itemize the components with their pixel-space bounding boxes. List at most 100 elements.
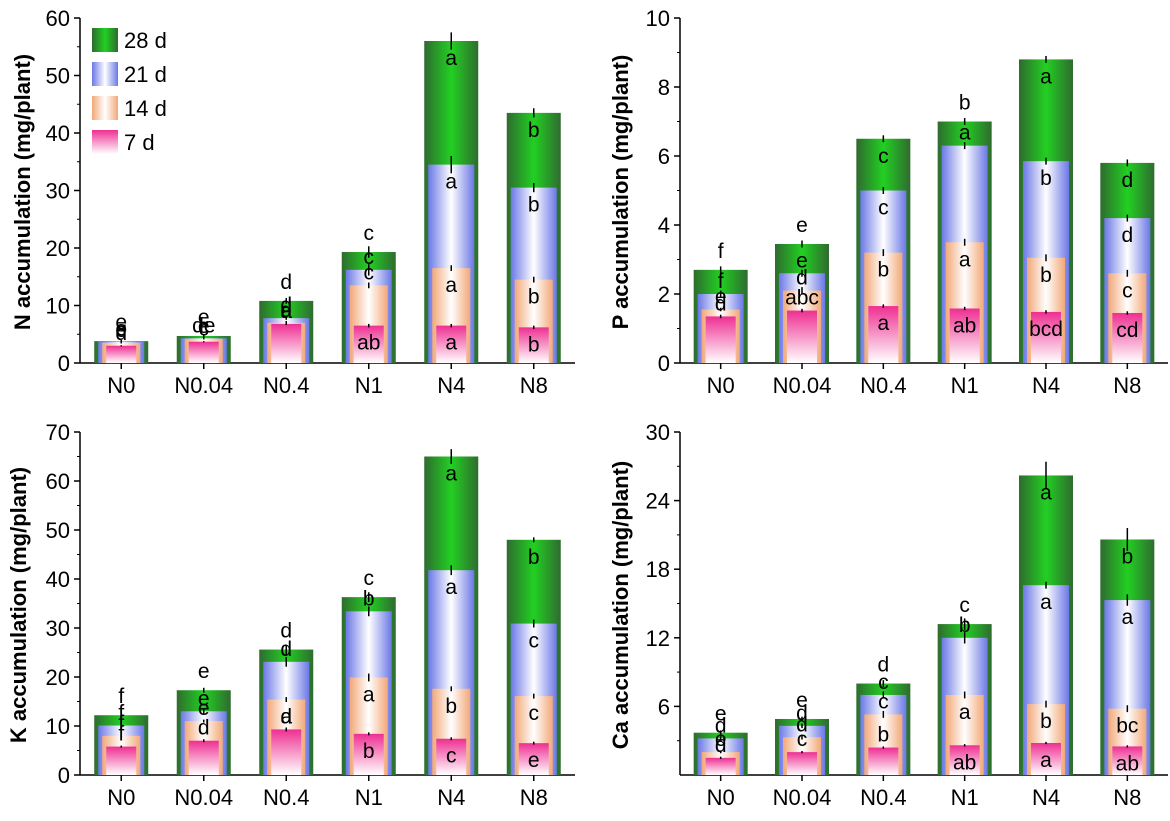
x-tick-label-n1: N1	[951, 373, 979, 398]
x-tick-label-n1: N1	[355, 785, 383, 810]
bar-d7-n0	[106, 345, 137, 363]
significance-letter-d14: b	[1040, 264, 1052, 287]
significance-letter-d21: b	[1040, 167, 1052, 190]
significance-letter-d28: a	[1040, 481, 1052, 504]
bar-d7-n0-04	[787, 310, 817, 363]
x-tick-label-n8: N8	[1113, 373, 1141, 398]
y-tick-label: 2	[658, 282, 670, 307]
significance-letter-d7: ab	[357, 332, 380, 355]
y-tick-label: 50	[46, 518, 70, 543]
significance-letter-d7: c	[199, 318, 210, 341]
y-tick-label: 40	[46, 567, 70, 592]
significance-letter-d7: b	[363, 740, 375, 763]
x-tick-label-n0-4: N0.4	[860, 785, 906, 810]
legend-swatch-28d	[92, 28, 118, 52]
significance-letter-d7: a	[280, 300, 292, 323]
significance-letter-d21: e	[198, 687, 210, 710]
significance-letter-d7: ab	[1116, 752, 1139, 775]
x-tick-label-n0-04: N0.04	[174, 785, 233, 810]
bar-d7-n0-4	[868, 306, 899, 363]
significance-letter-d21: b	[528, 194, 540, 217]
y-tick-label: 60	[46, 469, 70, 494]
x-tick-label-n0: N0	[707, 373, 735, 398]
significance-letter-d21: c	[878, 197, 889, 220]
bar-d7-n8	[518, 743, 549, 775]
significance-letter-d21: c	[529, 630, 540, 653]
significance-letter-d21: d	[715, 714, 727, 737]
bar-d7-n4	[1031, 311, 1061, 363]
panel-ca-accumulation: Ca accumulation (mg/plant) 6 12 18 24 30 N0 N0…	[608, 420, 1168, 810]
significance-letter-d28: b	[1121, 545, 1133, 568]
significance-letter-d28: e	[796, 214, 808, 237]
significance-letter-d28: e	[198, 306, 210, 329]
bar-d7-n1	[353, 325, 384, 363]
significance-letter-d7: ab	[953, 751, 976, 774]
significance-letter-d7: f	[118, 723, 124, 746]
ylabel-p: P accumulation (mg/plant)	[608, 55, 633, 330]
y-tick-label: 30	[646, 420, 670, 445]
significance-letter-d14: e	[198, 697, 210, 720]
significance-letter-d7: e	[528, 749, 540, 772]
significance-letter-d14: d	[796, 713, 808, 736]
y-tick-label: 40	[46, 121, 70, 146]
significance-letter-d14: c	[878, 690, 889, 713]
bar-d7-n1	[353, 733, 384, 775]
bar-d7-n8	[1112, 746, 1143, 775]
y-tick-label: 20	[46, 665, 70, 690]
significance-letter-d21: e	[115, 318, 127, 341]
significance-letter-d28: d	[280, 620, 292, 643]
y-tick-label: 6	[658, 144, 670, 169]
significance-letter-d7: d	[715, 734, 727, 757]
y-tick-label: 0	[58, 763, 70, 788]
x-tick-label-n1: N1	[355, 373, 383, 398]
x-tick-label-n8: N8	[520, 785, 548, 810]
ylabel-n: N accumulation (mg/plant)	[10, 54, 35, 330]
significance-letter-d7: b	[528, 333, 540, 356]
x-tick-label-n0-4: N0.4	[860, 373, 906, 398]
y-tick-label: 60	[46, 6, 70, 31]
significance-letter-d7: abc	[785, 287, 819, 310]
bar-d7-n0-04	[188, 341, 219, 363]
legend-label-14d: 14 d	[124, 96, 167, 121]
significance-letter-d21: a	[1121, 606, 1133, 629]
significance-letter-d28: a	[1040, 65, 1052, 88]
y-tick-label: 10	[646, 6, 670, 31]
ylabel-k: K accumulation (mg/plant)	[6, 467, 31, 743]
significance-letter-d21: c	[364, 246, 375, 269]
significance-letter-d14: c	[364, 261, 375, 284]
significance-letter-d21: d	[280, 294, 292, 317]
significance-letter-d7: d	[715, 292, 727, 315]
significance-letter-d21: b	[363, 587, 375, 610]
legend-label-7d: 7 d	[124, 130, 155, 155]
significance-letter-d21: d	[796, 702, 808, 725]
significance-letter-d14: d	[280, 706, 292, 729]
significance-letter-d21: f	[118, 702, 124, 725]
significance-letter-d7: d	[115, 322, 127, 345]
significance-letter-d7: bcd	[1029, 318, 1063, 341]
legend-label-21d: 21 d	[124, 62, 167, 87]
x-tick-label-n8: N8	[520, 373, 548, 398]
legend-swatch-21d	[92, 62, 118, 86]
bar-d7-n0-04	[787, 752, 817, 775]
significance-letter-d14: b	[528, 286, 540, 309]
y-tick-label: 20	[46, 236, 70, 261]
significance-letter-d14: a	[363, 683, 375, 706]
significance-letter-d21: e	[796, 249, 808, 272]
significance-letter-d21: de	[192, 314, 215, 337]
significance-letter-d14: e	[115, 319, 127, 342]
y-tick-label: 8	[658, 75, 670, 100]
x-tick-label-n4: N4	[1032, 785, 1060, 810]
legend-swatch-7d	[92, 130, 118, 154]
x-tick-label-n0-04: N0.04	[174, 373, 233, 398]
significance-letter-d7: a	[877, 312, 889, 335]
significance-letter-d28: a	[445, 463, 457, 486]
significance-letter-d28: f	[718, 240, 724, 263]
x-tick-label-n0-04: N0.04	[773, 373, 832, 398]
significance-letter-d14: c	[1122, 279, 1133, 302]
significance-letter-d14: b	[877, 259, 889, 282]
significance-letter-d14: b	[445, 695, 457, 718]
significance-letter-d21: a	[445, 576, 457, 599]
bar-d7-n0-04	[188, 740, 219, 775]
x-tick-label-n4: N4	[437, 785, 465, 810]
significance-letter-d14: a	[959, 248, 971, 271]
